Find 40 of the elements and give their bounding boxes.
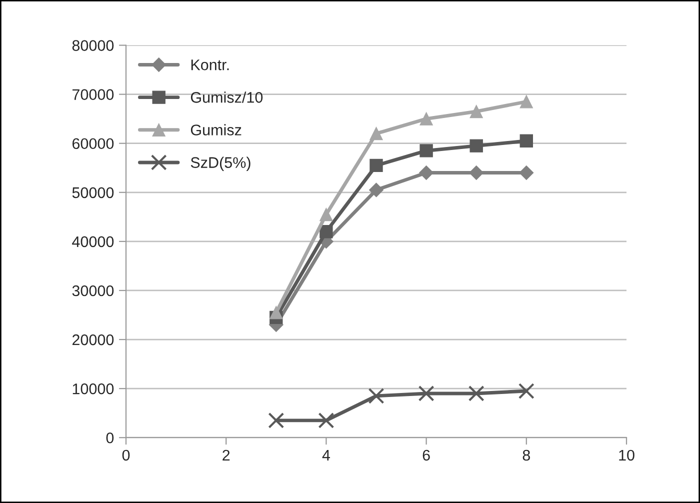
x-tick-label: 8	[522, 450, 530, 461]
point	[468, 385, 484, 402]
point	[420, 112, 433, 126]
point	[469, 166, 484, 180]
y-tick-label: 80000	[72, 40, 114, 51]
point	[368, 388, 384, 404]
point	[268, 412, 284, 428]
legend-label: SzD(5%)	[190, 156, 250, 171]
point	[270, 306, 283, 320]
y-tick-label: 20000	[72, 334, 114, 346]
point	[418, 385, 434, 402]
point	[370, 126, 383, 140]
point	[320, 225, 333, 238]
point	[318, 412, 334, 428]
point	[369, 182, 384, 198]
y-tick-label: 70000	[72, 89, 114, 100]
legend-label: Kontr.	[191, 60, 229, 70]
y-tick-label: 0	[106, 432, 114, 444]
y-tick-label: 40000	[72, 236, 114, 248]
x-tick-label: 2	[222, 450, 230, 460]
x-tick-label: 10	[619, 450, 634, 461]
legend-label: Gumisz/10	[190, 92, 263, 103]
x-tick-label: 4	[322, 450, 330, 460]
point	[470, 104, 483, 118]
y-tick-label: 10000	[72, 383, 114, 394]
point	[370, 158, 383, 172]
legend-label: Gumisz	[190, 124, 242, 136]
x-tick-label: 6	[422, 450, 430, 461]
point	[419, 166, 434, 180]
point	[519, 166, 534, 180]
y-tick-label: 50000	[72, 187, 114, 198]
point	[420, 144, 433, 158]
point	[520, 134, 533, 148]
x-tick-label: 0	[122, 450, 130, 461]
point	[470, 139, 483, 152]
point	[520, 95, 533, 108]
y-tick-label: 60000	[72, 138, 114, 150]
point	[320, 208, 333, 222]
point	[518, 383, 534, 400]
y-tick-label: 30000	[72, 285, 114, 296]
